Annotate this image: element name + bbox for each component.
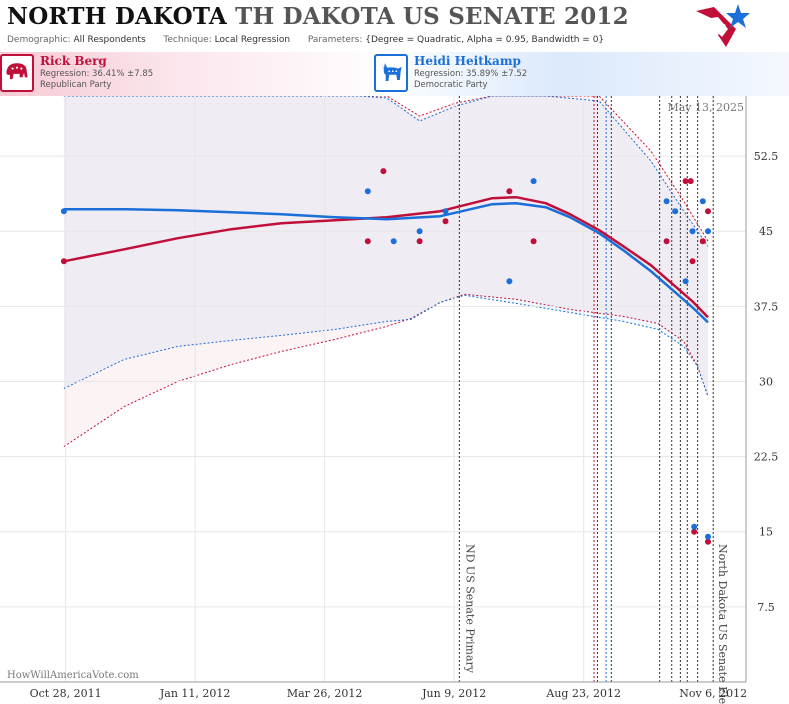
candidate-name: Rick Berg: [40, 54, 107, 68]
event-label: ND US Senate Primary: [463, 544, 476, 674]
confidence-bands: [63, 96, 709, 448]
trend-line: [63, 195, 709, 319]
poll-point: [672, 208, 679, 215]
date-stamp: May 13, 2025: [667, 101, 744, 114]
y-tick-label: 37.5: [754, 300, 779, 313]
axes: 7.5 15 22.5 30 37.5 45 52.5 Oct 28, 2011 Jan 11,…: [0, 96, 778, 700]
demographic-value: All Respondents: [73, 35, 146, 45]
event-label: North Dakota US Senate Election: [716, 544, 729, 704]
poll-point: [663, 198, 670, 205]
parameters-label: Parameters:: [307, 35, 363, 45]
confidence-band: [63, 96, 708, 397]
poll-point: [60, 258, 67, 265]
y-tick-label: 7.5: [757, 601, 775, 614]
democratic-donkey-icon: [374, 54, 408, 92]
poll-point: [530, 238, 537, 245]
watermark-text: HowWillAmericaVote.com: [7, 670, 139, 681]
polling-chart: ND US Senate Primary North Dakota US Sena…: [0, 96, 778, 704]
y-tick-label: 52.5: [754, 150, 779, 163]
site-logo: [696, 4, 750, 47]
candidate-party: Republican Party: [40, 80, 112, 90]
poll-point: [442, 208, 449, 215]
y-tick-label: 30: [759, 375, 773, 388]
candidate-name: Heidi Heitkamp: [414, 54, 521, 68]
y-tick-label: 22.5: [754, 451, 779, 464]
x-tick-label: Nov 6, 2012: [679, 687, 747, 700]
poll-point: [705, 208, 711, 215]
chart-header: NORTH DAKOTA TH DAKOTA US SENATE 2012 De…: [0, 0, 789, 52]
poll-point: [416, 228, 423, 235]
demographic-label: Demographic:: [7, 35, 71, 45]
candidate-regression: Regression: 36.41% ±7.85: [40, 69, 154, 79]
poll-point: [60, 208, 67, 215]
poll-point: [687, 178, 694, 185]
poll-point: [691, 523, 698, 530]
poll-point: [364, 188, 371, 195]
candidate-card-heidi-heitkamp[interactable]: Heidi Heitkamp Regression: 35.89% ±7.52 …: [374, 52, 789, 96]
poll-point: [689, 258, 696, 265]
technique-value: Local Regression: [214, 35, 291, 45]
candidate-party: Democratic Party: [414, 80, 488, 90]
event-lines: ND US Senate Primary North Dakota US Sena…: [458, 96, 729, 704]
confidence-band: [63, 96, 708, 447]
x-tick-label: Aug 23, 2012: [545, 687, 621, 700]
poll-point: [390, 238, 397, 245]
trend-line: [63, 201, 709, 324]
x-tick-label: Oct 28, 2011: [30, 687, 102, 700]
poll-point: [705, 228, 711, 235]
candidate-bar: Rick Berg Regression: 36.41% ±7.85 Repub…: [0, 52, 789, 96]
title-state: NORTH DAKOTA: [7, 3, 227, 30]
poll-point: [699, 238, 706, 245]
candidate-card-rick-berg[interactable]: Rick Berg Regression: 36.41% ±7.85 Repub…: [0, 52, 392, 96]
poll-point: [416, 238, 423, 245]
poll-point: [705, 538, 711, 545]
x-tick-label: Mar 26, 2012: [287, 687, 363, 700]
confidence-upper-line: [63, 96, 709, 242]
poll-point: [682, 278, 689, 285]
confidence-lower-line: [63, 293, 709, 448]
technique-label: Technique:: [163, 35, 212, 45]
poll-point: [506, 278, 513, 285]
poll-point: [705, 533, 711, 540]
x-tick-label: Jun 9, 2012: [421, 687, 486, 700]
poll-point: [530, 178, 537, 185]
poll-point: [663, 238, 670, 245]
title-race: TH DAKOTA US SENATE 2012: [235, 3, 629, 30]
poll-points: [60, 168, 711, 545]
poll-point: [682, 178, 689, 185]
confidence-upper-line: [63, 96, 709, 247]
poll-point: [691, 528, 698, 535]
poll-point: [380, 168, 387, 175]
poll-point: [442, 218, 449, 225]
chart-parameters: Demographic: All Respondents Technique: …: [7, 35, 604, 45]
poll-point: [506, 188, 513, 195]
y-tick-label: 15: [759, 526, 773, 539]
parameters-value: {Degree = Quadratic, Alpha = 0.95, Bandw…: [365, 35, 605, 45]
republican-elephant-icon: [0, 54, 34, 92]
poll-point: [364, 238, 371, 245]
poll-point: [699, 198, 706, 205]
chart-title: NORTH DAKOTA TH DAKOTA US SENATE 2012: [7, 3, 629, 30]
candidate-regression: Regression: 35.89% ±7.52: [414, 69, 528, 79]
trend-lines: [63, 195, 709, 324]
poll-point: [689, 228, 696, 235]
y-tick-label: 45: [759, 225, 773, 238]
x-tick-label: Jan 11, 2012: [159, 687, 231, 700]
